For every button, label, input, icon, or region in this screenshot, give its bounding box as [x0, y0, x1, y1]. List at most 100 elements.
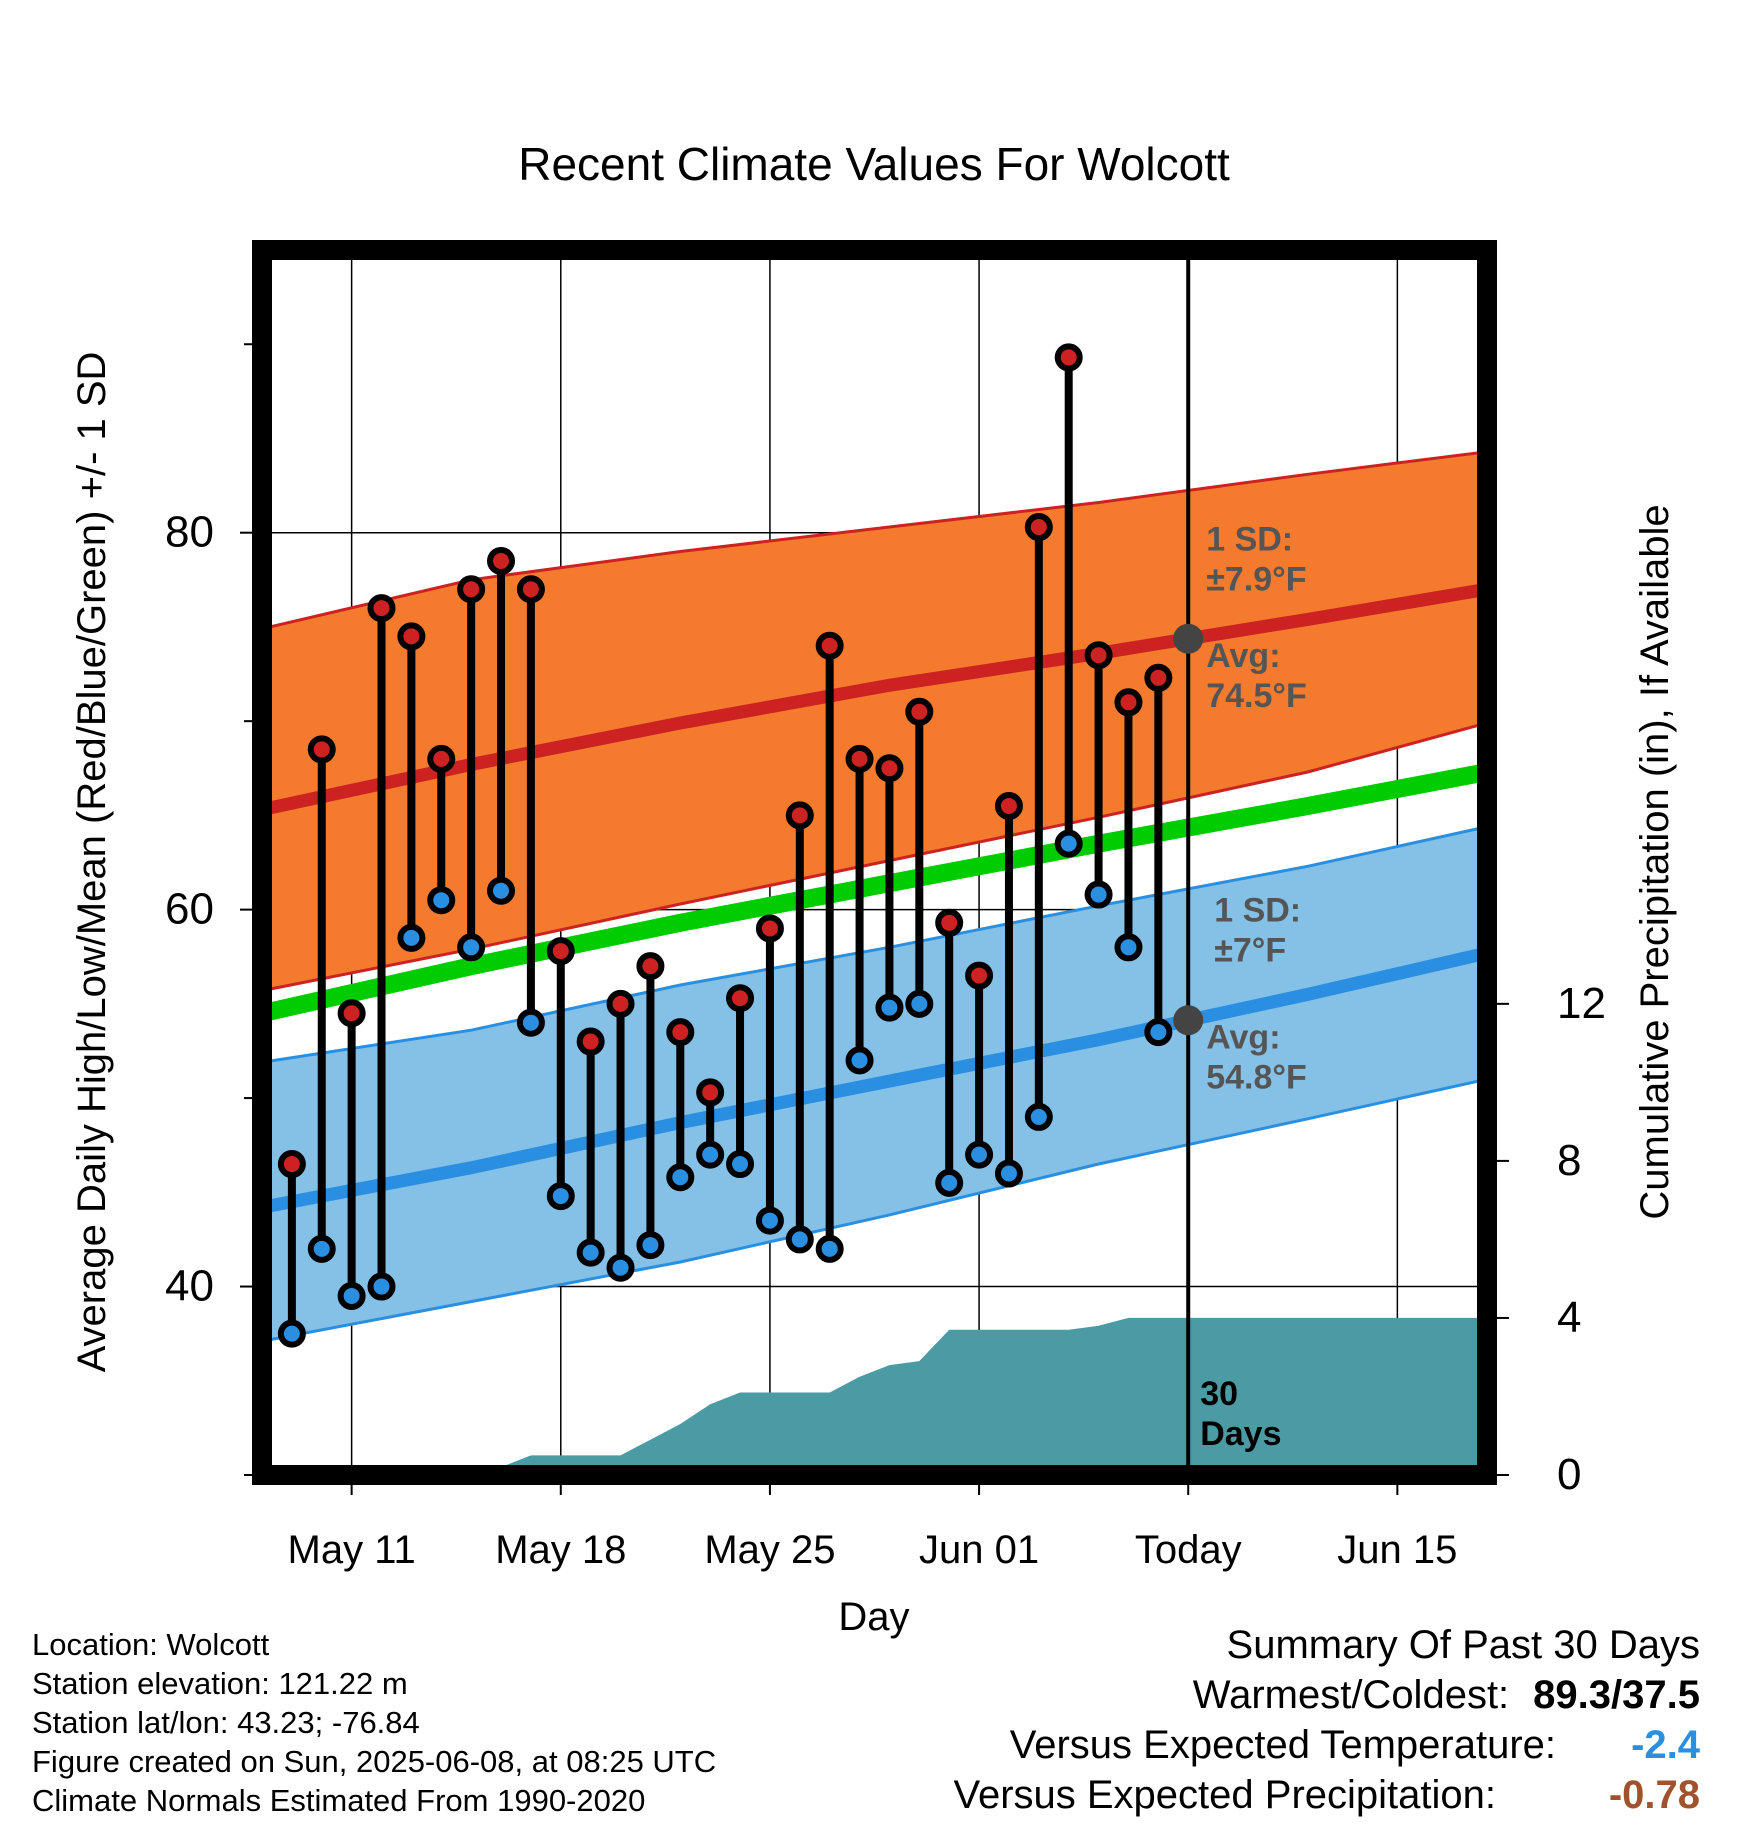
summary-temp-label: Versus Expected Temperature: — [1009, 1723, 1556, 1767]
high-point — [457, 575, 486, 604]
low-point — [1084, 880, 1113, 909]
low-point — [696, 1140, 725, 1169]
low-point — [1054, 829, 1083, 858]
info-normals: Climate Normals Estimated From 1990-2020 — [32, 1783, 646, 1818]
high-sd-annotation: 1 SD: ±7.9°F — [1206, 521, 1306, 599]
high-sd-band — [262, 450, 1487, 993]
summary-precip-label: Versus Expected Precipitation: — [953, 1773, 1496, 1817]
high-point — [994, 791, 1023, 820]
low-point — [277, 1319, 306, 1348]
y2-tick-label: 8 — [1557, 1136, 1581, 1185]
station-info: Location: Wolcott Station elevation: 121… — [32, 1625, 716, 1820]
low-point — [516, 1008, 545, 1037]
low-point — [965, 1140, 994, 1169]
low-point — [1114, 933, 1143, 962]
high-point — [845, 744, 874, 773]
high-avg-marker — [1173, 623, 1204, 654]
high-point — [337, 999, 366, 1028]
low-point — [905, 989, 934, 1018]
high-avg-annotation: Avg: 74.5°F — [1206, 637, 1307, 715]
low-point — [755, 1206, 784, 1235]
low-point — [726, 1150, 755, 1179]
precip-area — [262, 1317, 1487, 1475]
summary-panel: Summary Of Past 30 Days Warmest/Coldest:… — [953, 1620, 1700, 1820]
chart-title: Recent Climate Values For Wolcott — [518, 138, 1230, 190]
high-point — [785, 801, 814, 830]
low-sd-annotation: 1 SD: ±7°F — [1214, 892, 1301, 970]
low-avg-marker — [1173, 1005, 1204, 1036]
low-point — [576, 1238, 605, 1267]
high-point — [935, 908, 964, 937]
low-avg-annotation: Avg: 54.8°F — [1206, 1018, 1307, 1096]
low-point — [546, 1182, 575, 1211]
low-point — [815, 1234, 844, 1263]
x-tick-label: Today — [1135, 1528, 1242, 1572]
high-point — [397, 622, 426, 651]
low-normal-line — [262, 946, 1487, 1214]
low-point — [785, 1225, 814, 1254]
x-tick-label: May 25 — [704, 1528, 835, 1572]
days-annotation: 30 Days — [1200, 1375, 1281, 1453]
summary-warmest-value: 89.3/37.5 — [1533, 1673, 1700, 1717]
high-point — [487, 546, 516, 575]
low-point — [337, 1281, 366, 1310]
low-point — [1024, 1102, 1053, 1131]
summary-precip: Versus Expected Precipitation: -0.78 — [953, 1770, 1700, 1820]
y2-tick-label: 4 — [1557, 1293, 1581, 1342]
low-point — [994, 1159, 1023, 1188]
high-point — [1084, 641, 1113, 670]
summary-temp-value: -2.4 — [1631, 1723, 1700, 1767]
high-point — [307, 735, 336, 764]
x-axis-label: Day — [838, 1595, 909, 1639]
high-point — [636, 952, 665, 981]
high-point — [1024, 513, 1053, 542]
y-axis-label: Average Daily High/Low/Mean (Red/Blue/Gr… — [70, 352, 114, 1373]
info-elevation: Station elevation: 121.22 m — [32, 1666, 408, 1701]
low-point — [367, 1272, 396, 1301]
y2-tick-label: 0 — [1557, 1450, 1581, 1499]
low-point — [457, 933, 486, 962]
info-location: Location: Wolcott — [32, 1627, 270, 1662]
low-point — [427, 886, 456, 915]
low-point — [845, 1046, 874, 1075]
y-tick-label: 80 — [165, 508, 214, 557]
high-point — [755, 914, 784, 943]
low-point — [935, 1168, 964, 1197]
y-tick-label: 60 — [165, 885, 214, 934]
high-point — [427, 744, 456, 773]
low-point — [487, 876, 516, 905]
high-point — [905, 697, 934, 726]
high-point — [1054, 343, 1083, 372]
low-point — [666, 1163, 695, 1192]
low-point — [875, 993, 904, 1022]
summary-warmest: Warmest/Coldest: 89.3/37.5 — [953, 1670, 1700, 1720]
high-point — [815, 631, 844, 660]
y2-axis-label: Cumulative Precipitation (in), If Availa… — [1633, 504, 1677, 1219]
low-point — [397, 923, 426, 952]
x-tick-label: May 11 — [288, 1528, 416, 1572]
x-tick-label: Jun 15 — [1337, 1528, 1457, 1572]
info-created: Figure created on Sun, 2025-06-08, at 08… — [32, 1744, 717, 1779]
high-point — [726, 984, 755, 1013]
high-point — [696, 1078, 725, 1107]
high-point — [875, 754, 904, 783]
summary-precip-value: -0.78 — [1608, 1773, 1700, 1817]
summary-temp: Versus Expected Temperature: -2.4 — [953, 1720, 1700, 1770]
high-point — [576, 1027, 605, 1056]
high-point — [516, 575, 545, 604]
plot-frame — [252, 240, 1497, 1485]
high-point — [965, 961, 994, 990]
summary-title: Summary Of Past 30 Days — [1226, 1623, 1700, 1667]
x-tick-label: May 18 — [495, 1528, 626, 1572]
high-point — [606, 989, 635, 1018]
high-point — [666, 1018, 695, 1047]
summary-warmest-label: Warmest/Coldest: — [1192, 1673, 1510, 1717]
high-point — [546, 937, 575, 966]
high-point — [367, 594, 396, 623]
y2-tick-label: 12 — [1557, 979, 1606, 1028]
low-point — [636, 1231, 665, 1260]
x-tick-label: Jun 01 — [919, 1528, 1039, 1572]
high-point — [277, 1150, 306, 1179]
low-point — [606, 1253, 635, 1282]
